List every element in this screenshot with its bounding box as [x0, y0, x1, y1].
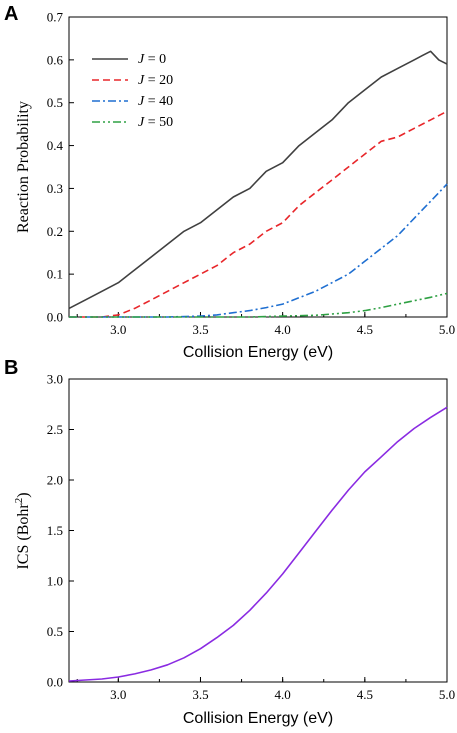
panel-a-y-axis: 0.0 0.1 0.2 0.3 0.4 0.5 0.6 0.7 — [47, 10, 74, 325]
x-tick-label: 3.5 — [192, 687, 208, 702]
series-line-a-2 — [69, 183, 448, 318]
y-tick-label: 2.0 — [47, 473, 63, 488]
panel-a: A 3.0 3.5 4.0 4.5 5.0 0.00.10.20.30.40.50.60… — [4, 3, 455, 361]
y-tick-label: 1.0 — [47, 574, 63, 589]
panel-b-y-axis-label-sup: 2 — [13, 498, 25, 504]
panel-a-series-group — [68, 50, 448, 318]
y-tick-label: 0.6 — [47, 52, 64, 67]
y-tick-label: 0.0 — [47, 310, 63, 325]
panel-b-x-axis: 3.0 3.5 4.0 4.5 5.0 — [76, 677, 455, 702]
panel-b-y-axis: 0.0 0.5 1.0 1.5 2.0 2.5 3.0 — [47, 372, 74, 690]
x-tick-label: 3.0 — [110, 687, 126, 702]
x-tick-label: 3.0 — [110, 322, 126, 337]
y-tick-label: 3.0 — [47, 372, 63, 387]
x-tick-label: 4.5 — [357, 322, 373, 337]
panel-b-letter: B — [4, 357, 18, 379]
y-tick-label: 0.7 — [47, 10, 64, 25]
panel-b-y-axis-label: ICS (Bohr2) — [13, 492, 32, 569]
panel-b-y-axis-label-close: ) — [15, 492, 32, 497]
y-tick-label: 0.4 — [47, 138, 64, 153]
y-tick-label: 0.0 — [47, 675, 63, 690]
y-tick-label: 1.5 — [47, 523, 63, 538]
series-line-b-0 — [68, 406, 448, 682]
panel-a-x-axis-label: Collision Energy (eV) — [183, 344, 333, 361]
x-tick-label: 3.5 — [192, 322, 208, 337]
panel-a-plot-frame — [68, 16, 448, 318]
x-tick-label: 4.5 — [357, 687, 373, 702]
x-tick-label: 5.0 — [439, 322, 455, 337]
series-line-a-0 — [68, 50, 448, 310]
panel-b-series-group — [68, 406, 448, 682]
panel-b: B 3.0 3.5 4.0 4.5 5.0 0.0 0.5 1.0 1.5 2.0 2.5 3.0 … — [4, 357, 455, 727]
legend-label-1: J = 20 — [138, 73, 173, 88]
y-tick-label: 0.5 — [47, 624, 63, 639]
y-tick-label: 0.2 — [47, 224, 63, 239]
panel-b-plot-frame — [68, 378, 448, 683]
panel-a-y-axis-label: Reaction Probability — [15, 101, 32, 233]
y-tick-label: 2.5 — [47, 422, 63, 437]
series-line-a-1 — [69, 110, 448, 318]
x-tick-label: 5.0 — [439, 687, 455, 702]
panel-b-y-axis-label-main: ICS (Bohr — [15, 503, 32, 570]
series-line-a-3 — [69, 292, 448, 318]
y-tick-label: 0.5 — [47, 95, 63, 110]
x-tick-label: 4.0 — [275, 687, 291, 702]
y-tick-label: 0.1 — [47, 267, 63, 282]
legend-label-0: J = 0 — [138, 52, 166, 67]
panel-b-x-axis-label: Collision Energy (eV) — [183, 710, 333, 727]
panel-a-x-axis: 3.0 3.5 4.0 4.5 5.0 — [76, 312, 455, 337]
panel-a-legend: J = 0 J = 20 J = 40 J = 50 — [92, 52, 173, 130]
legend-label-3: J = 50 — [138, 115, 173, 130]
panel-a-letter: A — [4, 3, 18, 25]
x-tick-label: 4.0 — [275, 322, 291, 337]
legend-label-2: J = 40 — [138, 94, 173, 109]
y-tick-label: 0.3 — [47, 181, 63, 196]
